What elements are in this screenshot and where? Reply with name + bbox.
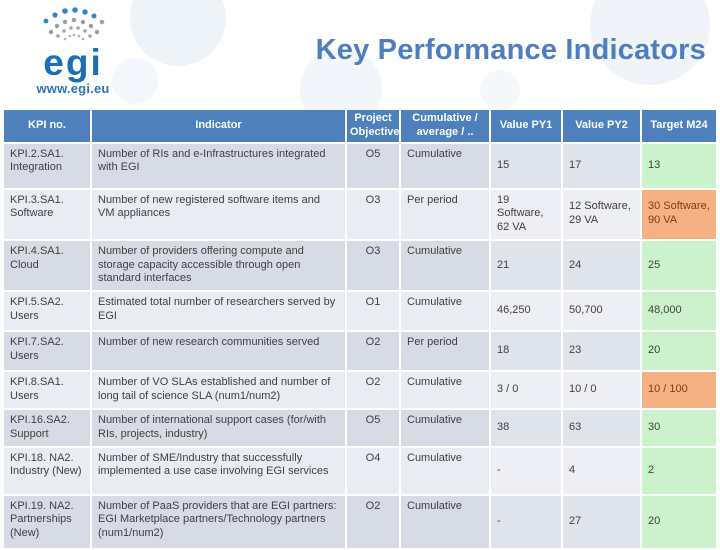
table-row: KPI.8.SA1. Users Number of VO SLAs estab…: [4, 372, 716, 408]
table-row: KPI.2.SA1. Integration Number of RIs and…: [4, 143, 716, 188]
mode-cell: Cumulative: [401, 240, 489, 290]
target-cell: 30 Software, 90 VA: [642, 189, 716, 239]
objective-cell: O2: [347, 372, 399, 408]
kpi-table: KPI no. Indicator Project Objective Cumu…: [2, 108, 718, 550]
indicator-cell: Number of RIs and e-Infrastructures inte…: [92, 143, 345, 188]
header-kpi-no: KPI no.: [4, 110, 90, 142]
value-py1-cell: 19 Software, 62 VA: [491, 189, 561, 239]
mode-cell: Cumulative: [401, 292, 489, 330]
target-cell: 20: [642, 332, 716, 370]
background-circle: [130, 0, 226, 66]
value-py1-cell: 15: [491, 143, 561, 188]
indicator-cell: Number of international support cases (f…: [92, 410, 345, 446]
header-indicator: Indicator: [92, 110, 345, 142]
mode-cell: Per period: [401, 189, 489, 239]
value-py2-cell: 23: [563, 332, 640, 370]
indicator-cell: Number of new registered software items …: [92, 189, 345, 239]
value-py1-cell: 3 / 0: [491, 372, 561, 408]
kpi-no-cell: KPI.3.SA1. Software: [4, 189, 90, 239]
kpi-no-cell: KPI.8.SA1. Users: [4, 372, 90, 408]
indicator-cell: Number of providers offering compute and…: [92, 240, 345, 290]
target-cell: 30: [642, 410, 716, 446]
header-value-py2: Value PY2: [563, 110, 640, 142]
value-py2-cell: 27: [563, 495, 640, 548]
header-cumulative-average: Cumulative / average / ..: [401, 110, 489, 142]
table-row: KPI.16.SA2. Support Number of internatio…: [4, 410, 716, 446]
objective-cell: O5: [347, 410, 399, 446]
table-row: KPI.19. NA2. Partnerships (New) Number o…: [4, 495, 716, 548]
header-project-objective: Project Objective: [347, 110, 400, 142]
value-py1-cell: -: [491, 447, 561, 494]
value-py1-cell: 21: [491, 240, 561, 290]
objective-cell: O1: [347, 292, 399, 330]
page-title: Key Performance Indicators: [315, 34, 706, 66]
value-py1-cell: -: [491, 495, 561, 548]
kpi-no-cell: KPI.2.SA1. Integration: [4, 143, 90, 188]
egi-logo: egi www.egi.eu: [18, 6, 128, 96]
target-cell: 20: [642, 495, 716, 548]
target-cell: 2: [642, 447, 716, 494]
value-py2-cell: 63: [563, 410, 640, 446]
mode-cell: Cumulative: [401, 410, 489, 446]
value-py1-cell: 46,250: [491, 292, 561, 330]
value-py2-cell: 4: [563, 447, 640, 494]
indicator-cell: Number of SME/Industry that successfully…: [92, 447, 345, 494]
objective-cell: O2: [347, 495, 399, 548]
header-target-m24: Target M24: [642, 110, 716, 142]
egi-logo-url: www.egi.eu: [36, 81, 110, 97]
objective-cell: O3: [347, 189, 399, 239]
kpi-no-cell: KPI.4.SA1. Cloud: [4, 240, 90, 290]
objective-cell: O2: [347, 332, 399, 370]
objective-cell: O3: [347, 240, 399, 290]
value-py2-cell: 24: [563, 240, 640, 290]
egi-logo-text: egi: [43, 42, 103, 83]
table-row: KPI.5.SA2. Users Estimated total number …: [4, 292, 716, 330]
value-py2-cell: 10 / 0: [563, 372, 640, 408]
value-py2-cell: 17: [563, 143, 640, 188]
table-row: KPI.4.SA1. Cloud Number of providers off…: [4, 240, 716, 290]
kpi-no-cell: KPI.19. NA2. Partnerships (New): [4, 495, 90, 548]
kpi-no-cell: KPI.7.SA2. Users: [4, 332, 90, 370]
target-cell: 10 / 100: [642, 372, 716, 408]
background-circle: [112, 58, 158, 104]
value-py2-cell: 12 Software, 29 VA: [563, 189, 640, 239]
header-value-py1: Value PY1: [491, 110, 561, 142]
indicator-cell: Number of VO SLAs established and number…: [92, 372, 345, 408]
mode-cell: Per period: [401, 332, 489, 370]
table-row: KPI.3.SA1. Software Number of new regist…: [4, 189, 716, 239]
mode-cell: Cumulative: [401, 372, 489, 408]
indicator-cell: Number of PaaS providers that are EGI pa…: [92, 495, 345, 548]
egi-logo-dots-icon: [43, 7, 105, 41]
target-cell: 13: [642, 143, 716, 188]
mode-cell: Cumulative: [401, 143, 489, 188]
kpi-no-cell: KPI.18. NA2. Industry (New): [4, 447, 90, 494]
background-circle: [480, 70, 520, 110]
indicator-cell: Number of new research communities serve…: [92, 332, 345, 370]
objective-cell: O5: [347, 143, 399, 188]
target-cell: 25: [642, 240, 716, 290]
indicator-cell: Estimated total number of researchers se…: [92, 292, 345, 330]
table-row: KPI.7.SA2. Users Number of new research …: [4, 332, 716, 370]
value-py2-cell: 50,700: [563, 292, 640, 330]
table-row: KPI.18. NA2. Industry (New) Number of SM…: [4, 447, 716, 494]
mode-cell: Cumulative: [401, 447, 489, 494]
objective-cell: O4: [347, 447, 399, 494]
table-header-row: KPI no. Indicator Project Objective Cumu…: [4, 110, 716, 142]
kpi-no-cell: KPI.16.SA2. Support: [4, 410, 90, 446]
mode-cell: Cumulative: [401, 495, 489, 548]
value-py1-cell: 38: [491, 410, 561, 446]
kpi-no-cell: KPI.5.SA2. Users: [4, 292, 90, 330]
value-py1-cell: 18: [491, 332, 561, 370]
target-cell: 48,000: [642, 292, 716, 330]
